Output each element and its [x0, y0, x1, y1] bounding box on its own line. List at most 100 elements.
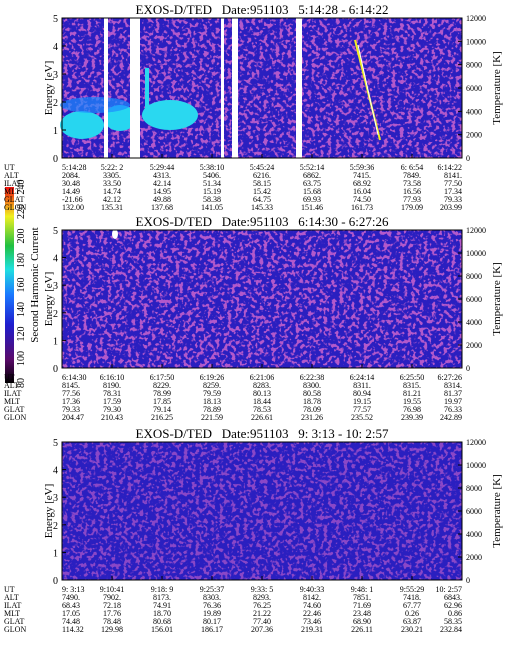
y-tick-label: 3 — [53, 493, 58, 504]
row-value: 6:22:38 — [300, 373, 324, 382]
row-value: 232.84 — [440, 625, 462, 634]
y-tick-label: 5 — [53, 438, 58, 449]
row-value: 30.48 — [62, 179, 80, 188]
row-value: 22.46 — [303, 609, 321, 618]
row-value: 6862. — [303, 171, 321, 180]
y2-tick-label: 8000 — [466, 484, 482, 493]
row-value: 64.75 — [253, 195, 271, 204]
row-label: GLON — [4, 625, 26, 634]
row-value: 58.15 — [253, 179, 271, 188]
row-label: MLT — [4, 397, 20, 406]
row-value: 132.00 — [62, 203, 84, 212]
y-tick-label: 5 — [53, 226, 58, 237]
row-value: 79.33 — [444, 195, 462, 204]
row-label: ILAT — [4, 601, 21, 610]
row-value: 235.52 — [351, 413, 373, 422]
row-value: -21.66 — [62, 195, 83, 204]
row-value: 203.99 — [440, 203, 462, 212]
y-tick-label: 1 — [53, 126, 58, 137]
row-value: 6:19:26 — [200, 373, 224, 382]
row-value: 141.05 — [201, 203, 223, 212]
row-value: 8300. — [303, 381, 321, 390]
y-tick-label: 2 — [53, 309, 58, 320]
row-value: 6:14:22 — [438, 163, 462, 172]
row-value: 17.59 — [103, 397, 121, 406]
row-value: 6:17:50 — [150, 373, 174, 382]
row-value: 72.18 — [103, 601, 121, 610]
y-axis-label: Energy [eV] — [43, 484, 55, 538]
row-value: 8314. — [444, 381, 462, 390]
row-value: 6:16:10 — [100, 373, 124, 382]
y2-tick-label: 12000 — [466, 438, 486, 447]
y2-tick-label: 12000 — [466, 226, 486, 235]
y2-axis-label: Temperature [K] — [491, 51, 503, 124]
row-value: 77.57 — [353, 405, 371, 414]
row-value: 210.43 — [101, 413, 123, 422]
row-value: 129.98 — [101, 625, 123, 634]
y2-tick-label: 6000 — [466, 84, 482, 93]
row-value: 79.30 — [103, 405, 121, 414]
row-value: 78.53 — [253, 405, 271, 414]
row-value: 230.21 — [401, 625, 423, 634]
row-value: 77.56 — [62, 389, 80, 398]
row-value: 6216. — [253, 171, 271, 180]
y2-tick-label: 6000 — [466, 507, 482, 516]
y-tick-label: 4 — [53, 466, 58, 477]
row-value: 5:38:10 — [200, 163, 224, 172]
row-value: 5:59:36 — [350, 163, 374, 172]
row-value: 9:55:29 — [400, 585, 424, 594]
y2-tick-label: 2000 — [466, 553, 482, 562]
row-value: 6:24:14 — [350, 373, 374, 382]
row-value: 0.86 — [448, 609, 462, 618]
row-value: 239.39 — [401, 413, 423, 422]
row-value: 5:14:28 — [62, 163, 86, 172]
row-value: 78.99 — [153, 389, 171, 398]
row-value: 204.47 — [62, 413, 84, 422]
row-value: 77.50 — [444, 179, 462, 188]
panel-title: EXOS-D/TED Date:951103 9: 3:13 - 10: 2:5… — [136, 426, 389, 441]
row-value: 137.68 — [151, 203, 173, 212]
colorbar — [5, 187, 14, 383]
row-value: 81.37 — [444, 389, 462, 398]
row-value: 6843. — [444, 593, 462, 602]
row-value: 186.17 — [201, 625, 223, 634]
row-value: 16.56 — [403, 187, 421, 196]
row-value: 68.43 — [62, 601, 80, 610]
y-tick-label: 5 — [53, 14, 58, 25]
y2-tick-label: 10000 — [466, 37, 486, 46]
row-value: 14.95 — [153, 187, 171, 196]
row-value: 58.35 — [444, 617, 462, 626]
row-value: 7418. — [403, 593, 421, 602]
y2-tick-label: 2000 — [466, 131, 482, 140]
row-value: 7490. — [62, 593, 80, 602]
row-value: 15.42 — [253, 187, 271, 196]
colorbar-tick-label: 180 — [16, 253, 27, 268]
row-value: 19.55 — [403, 397, 421, 406]
row-value: 10: 2:57 — [436, 585, 462, 594]
row-value: 9:40:33 — [300, 585, 324, 594]
row-label: GLON — [4, 203, 26, 212]
row-value: 7902. — [103, 593, 121, 602]
y2-tick-label: 2000 — [466, 341, 482, 350]
row-value: 9:25:37 — [200, 585, 224, 594]
y2-tick-label: 10000 — [466, 461, 486, 470]
row-value: 19.97 — [444, 397, 462, 406]
y-tick-label: 4 — [53, 254, 58, 265]
row-value: 19.89 — [203, 609, 221, 618]
y2-tick-label: 4000 — [466, 530, 482, 539]
row-label: UT — [4, 585, 15, 594]
row-value: 67.77 — [403, 601, 421, 610]
panel-title: EXOS-D/TED Date:951103 6:14:30 - 6:27:26 — [136, 214, 389, 229]
y2-tick-label: 4000 — [466, 107, 482, 116]
y-axis-label: Energy [eV] — [43, 61, 55, 115]
row-value: 77.93 — [403, 195, 421, 204]
row-value: 135.31 — [101, 203, 123, 212]
row-value: 62.96 — [444, 601, 462, 610]
row-value: 3305. — [103, 171, 121, 180]
row-value: 179.09 — [401, 203, 423, 212]
row-label: ILAT — [4, 389, 21, 398]
row-label: ILAT — [4, 179, 21, 188]
row-value: 63.87 — [403, 617, 421, 626]
row-value: 49.88 — [153, 195, 171, 204]
